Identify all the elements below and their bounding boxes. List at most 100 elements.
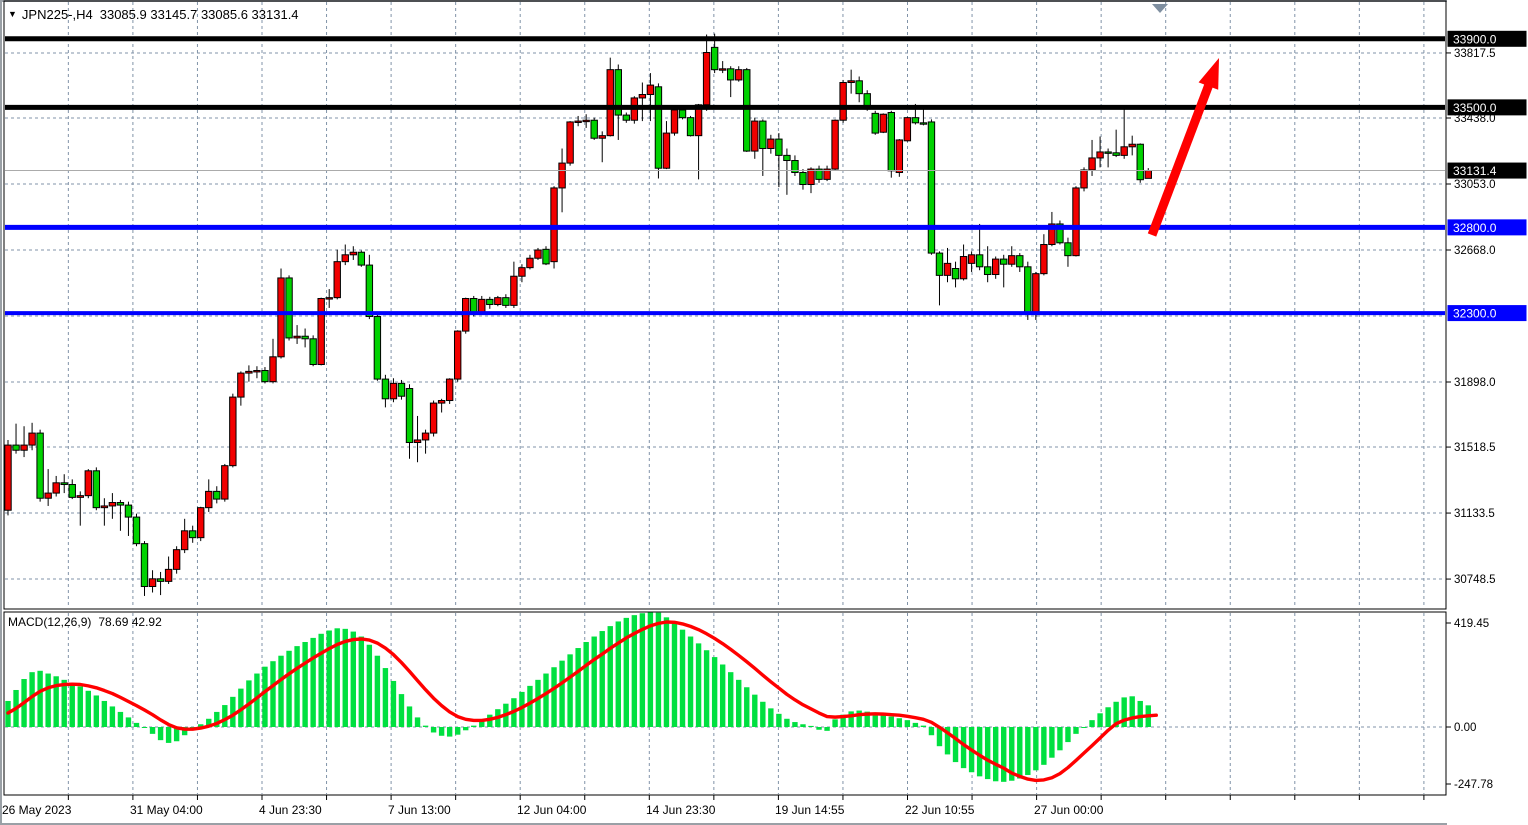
symbol-dropdown-icon[interactable]: ▼ (8, 9, 17, 19)
macd-histogram-bar (181, 727, 188, 736)
bear-candle (1000, 258, 1008, 265)
bull-candle (1008, 255, 1016, 265)
bull-candle (108, 502, 117, 507)
macd-histogram-bar (149, 727, 156, 734)
bull-candle (237, 372, 245, 398)
bull-candle (1144, 170, 1152, 179)
bull-candle (333, 261, 341, 299)
bull-candle (349, 251, 357, 256)
macd-histogram-bar (1001, 727, 1007, 782)
bull-candle (839, 82, 847, 121)
bull-candle (1120, 146, 1128, 156)
macd-histogram-bar (519, 691, 525, 727)
bear-candle (911, 117, 920, 124)
bull-candle (221, 465, 229, 500)
macd-histogram-bar (872, 713, 878, 727)
macd-histogram-bar (936, 727, 943, 747)
bear-candle (919, 122, 928, 125)
bull-candle (100, 505, 109, 509)
bull-candle (44, 492, 52, 499)
macd-histogram-bar (647, 612, 654, 727)
bear-candle (470, 298, 478, 314)
macd-histogram-bar (575, 648, 581, 727)
macd-histogram-bar (1137, 700, 1143, 727)
shift-marker-icon[interactable] (1152, 4, 1168, 13)
bull-candle (293, 335, 301, 339)
bull-candle (494, 297, 502, 306)
macd-histogram-bar (109, 706, 116, 727)
price-badge (1447, 219, 1527, 236)
macd-histogram-bar (792, 722, 798, 727)
macd-histogram-bar (390, 680, 397, 727)
bear-candle (983, 266, 992, 276)
macd-histogram-bar (454, 727, 461, 735)
bear-candle (775, 138, 783, 156)
macd-histogram-bar (471, 725, 477, 727)
macd-histogram-bar (125, 717, 132, 727)
price-badge (1447, 99, 1527, 116)
macd-histogram-bar (270, 661, 276, 727)
macd-histogram-bar (992, 727, 999, 782)
macd-histogram-bar (824, 727, 830, 731)
arrow-head-icon[interactable] (1198, 58, 1219, 90)
bull-candle (413, 439, 422, 444)
bear-candle (405, 388, 414, 444)
macd-histogram-bar (736, 679, 742, 727)
bull-candle (767, 138, 775, 150)
macd-histogram-bar (254, 673, 260, 727)
bull-candle (84, 470, 92, 497)
bear-candle (285, 277, 293, 339)
macd-histogram-bar (29, 672, 35, 727)
macd-histogram-bar (1097, 713, 1103, 727)
macd-histogram-bar (840, 714, 846, 727)
price-axis-label: 33817.5 (1454, 48, 1496, 60)
macd-histogram-bar (206, 718, 212, 727)
bull-candle (526, 257, 534, 269)
bull-candle (751, 120, 759, 152)
bear-candle (791, 160, 799, 174)
bear-candle (855, 80, 863, 95)
bull-candle (1072, 187, 1080, 257)
bull-candle (967, 254, 976, 264)
macd-histogram-bar (366, 644, 373, 727)
macd-histogram-bar (832, 719, 838, 727)
bull-candle (670, 109, 679, 134)
macd-histogram-bar (687, 636, 694, 727)
macd-histogram-bar (567, 654, 573, 727)
price-axis-label: 31133.5 (1454, 508, 1495, 520)
macd-signal-line (6, 620, 1158, 783)
macd-name-label: MACD(12,26,9) (8, 615, 92, 629)
bear-candle (132, 516, 141, 545)
bull-candle (1088, 157, 1096, 171)
bear-candle (309, 338, 317, 366)
bear-candle (799, 172, 807, 186)
price-badge-label: 32800.0 (1453, 221, 1497, 235)
bear-candle (686, 117, 695, 137)
price-axis-label: 31518.5 (1454, 442, 1496, 454)
bull-candle (172, 549, 181, 570)
arrow-shaft[interactable] (1147, 78, 1215, 237)
price-axis-label: 30748.5 (1454, 574, 1496, 586)
macd-histogram-bar (848, 711, 854, 727)
bear-candle (261, 370, 269, 383)
bull-candle (879, 113, 887, 133)
macd-histogram-bar (350, 631, 356, 727)
bull-candle (638, 94, 647, 99)
time-axis-label: 31 May 04:00 (130, 803, 203, 817)
macd-histogram-bar (800, 724, 806, 727)
macd-histogram-bar (920, 725, 927, 727)
bull-candle (606, 69, 614, 137)
macd-histogram-bar (406, 706, 413, 727)
bull-candle (566, 121, 574, 164)
macd-histogram-bar (928, 727, 935, 736)
macd-histogram-bar (695, 643, 702, 727)
quote-ohlc-label: 33085.9 33145.7 33085.6 33131.4 (99, 7, 299, 22)
macd-histogram-bar (808, 725, 814, 727)
macd-histogram-bar (173, 727, 180, 742)
time-axis-label: 26 May 2023 (2, 803, 72, 817)
macd-histogram-bar (85, 690, 91, 727)
bear-candle (213, 490, 221, 500)
macd-histogram-bar (1033, 727, 1039, 771)
